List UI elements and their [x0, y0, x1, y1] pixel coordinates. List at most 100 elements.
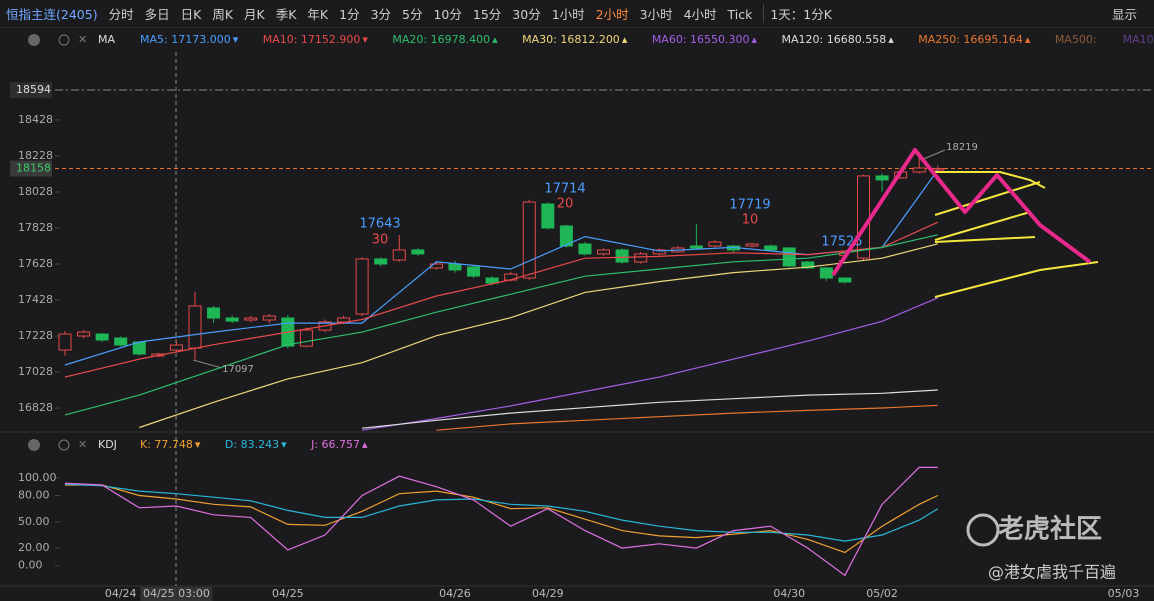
- trend-drawing: [934, 211, 1031, 241]
- period-tab[interactable]: 30分: [512, 7, 541, 22]
- candle-body: [467, 266, 481, 277]
- period-list: 分时 多日 日K 周K 月K 季K 年K 1分 3分 5分 10分 15分 30分 1小时 2小时 3小时 4小…: [109, 4, 764, 23]
- drawings: [831, 148, 1099, 298]
- legend-entry: J: 66.757: [310, 438, 360, 451]
- candle-body: [931, 168, 945, 171]
- candle-body: [244, 317, 258, 321]
- legend-entry: MA250: 16695.164: [918, 33, 1023, 46]
- legend-trend: ▴: [752, 33, 758, 46]
- candle-body: [559, 225, 573, 247]
- period-tab[interactable]: 周K: [212, 7, 234, 22]
- y-tick-label: 18028: [18, 185, 53, 198]
- display-button[interactable]: 显示: [1111, 7, 1137, 22]
- trend-drawing: [934, 181, 1041, 216]
- period-tab[interactable]: 年K: [307, 7, 329, 22]
- x-tick-label: 04/26: [439, 587, 471, 600]
- period-tab[interactable]: 10分: [433, 7, 462, 22]
- period-tab[interactable]: 4小时: [683, 7, 717, 22]
- annotation: 17097: [222, 364, 254, 375]
- period-tab[interactable]: 3小时: [639, 7, 673, 22]
- candle-body: [225, 317, 239, 322]
- period-tab[interactable]: 月K: [244, 7, 265, 22]
- period-tab[interactable]: 日K: [180, 7, 202, 22]
- collapse-icon[interactable]: [28, 34, 40, 46]
- candle-body: [95, 333, 109, 341]
- annotation: 10: [742, 213, 759, 228]
- legend-entry: MA60: 16550.300: [652, 33, 750, 46]
- series-line: [436, 404, 938, 431]
- period-tab[interactable]: 5分: [402, 7, 423, 22]
- legend-trend: ▴: [888, 33, 894, 46]
- legend-entry: K: 77.748: [140, 438, 193, 451]
- legend-entry-inactive: MA500:: [1055, 33, 1097, 46]
- trend-drawing: [934, 261, 1099, 298]
- period-tab[interactable]: 2小时: [595, 7, 629, 22]
- annotation: 20: [557, 197, 574, 212]
- candle-body: [485, 277, 499, 284]
- candle-body: [615, 249, 629, 263]
- x-tick-label: 05/02: [866, 587, 898, 600]
- candle-body: [188, 305, 202, 349]
- y-tick-label: 100.00: [18, 471, 57, 484]
- legend-entry-inactive: MA1000:: [1123, 33, 1154, 46]
- candle-body: [114, 337, 128, 346]
- close-icon[interactable]: ✕: [78, 438, 87, 451]
- period-tab[interactable]: Tick: [727, 7, 753, 22]
- period-tab[interactable]: 多日: [144, 7, 170, 22]
- close-icon[interactable]: ✕: [78, 33, 87, 46]
- series-line: [65, 484, 939, 554]
- candle-body: [578, 243, 592, 255]
- x-tick-label: 04/24: [105, 587, 137, 600]
- candle-body: [745, 243, 759, 247]
- candle-body: [689, 245, 703, 249]
- price-label: 18594: [16, 83, 51, 96]
- leader-line: [920, 149, 946, 161]
- price-label-box: [10, 160, 52, 177]
- candle-body: [782, 247, 796, 267]
- candle-body: [169, 344, 183, 351]
- y-tick-label: 17228: [18, 329, 53, 342]
- candle-body: [801, 261, 815, 269]
- settings-icon[interactable]: [58, 34, 70, 46]
- watermark-user: @港女虐我千百遍: [988, 563, 1116, 582]
- period-tab[interactable]: 3分: [370, 7, 392, 22]
- candle-body: [875, 175, 889, 181]
- y-tick-label: 18228: [18, 149, 53, 162]
- interval[interactable]: 1天：1分K: [763, 4, 832, 23]
- series-line: [362, 297, 939, 431]
- x-label-highlight: [140, 587, 213, 601]
- candle-body: [411, 249, 425, 255]
- indicator-name: MA: [98, 33, 115, 46]
- legend-trend: ▴: [492, 33, 498, 46]
- period-tab[interactable]: 季K: [275, 7, 297, 22]
- period-tab[interactable]: 15分: [472, 7, 502, 22]
- trend-drawing: [934, 236, 1036, 243]
- legend-entry: MA120: 16680.558: [782, 33, 887, 46]
- y-tick-label: 17028: [18, 365, 53, 378]
- series-line: [64, 234, 938, 416]
- annotation: 18219: [946, 142, 978, 153]
- x-tick-label: 04/25: [272, 587, 304, 600]
- period-tab[interactable]: 1分: [339, 7, 360, 22]
- candle-body: [262, 315, 276, 321]
- candle-body: [429, 263, 443, 269]
- collapse-icon[interactable]: [28, 439, 40, 451]
- indicator-name: KDJ: [98, 438, 117, 451]
- x-tick-label: 04/25 03:00: [143, 587, 210, 600]
- y-tick-label: 17628: [18, 257, 53, 270]
- candle-body: [522, 201, 536, 279]
- candle-body: [299, 329, 313, 347]
- candle-body: [541, 203, 555, 229]
- legend-trend: ▴: [1025, 33, 1031, 46]
- symbol[interactable]: 恒指主连(2405): [6, 7, 98, 22]
- legend-trend: ▴: [362, 438, 368, 451]
- pattern-drawing: [831, 148, 1092, 277]
- watermark-brand: 老虎社区: [998, 514, 1102, 545]
- settings-icon[interactable]: [58, 439, 70, 451]
- period-tab[interactable]: 分时: [108, 7, 134, 22]
- candle-body: [708, 241, 722, 247]
- annotation: 17714: [544, 182, 585, 197]
- period-tab[interactable]: 1小时: [551, 7, 585, 22]
- y-tick-label: 18428: [18, 113, 53, 126]
